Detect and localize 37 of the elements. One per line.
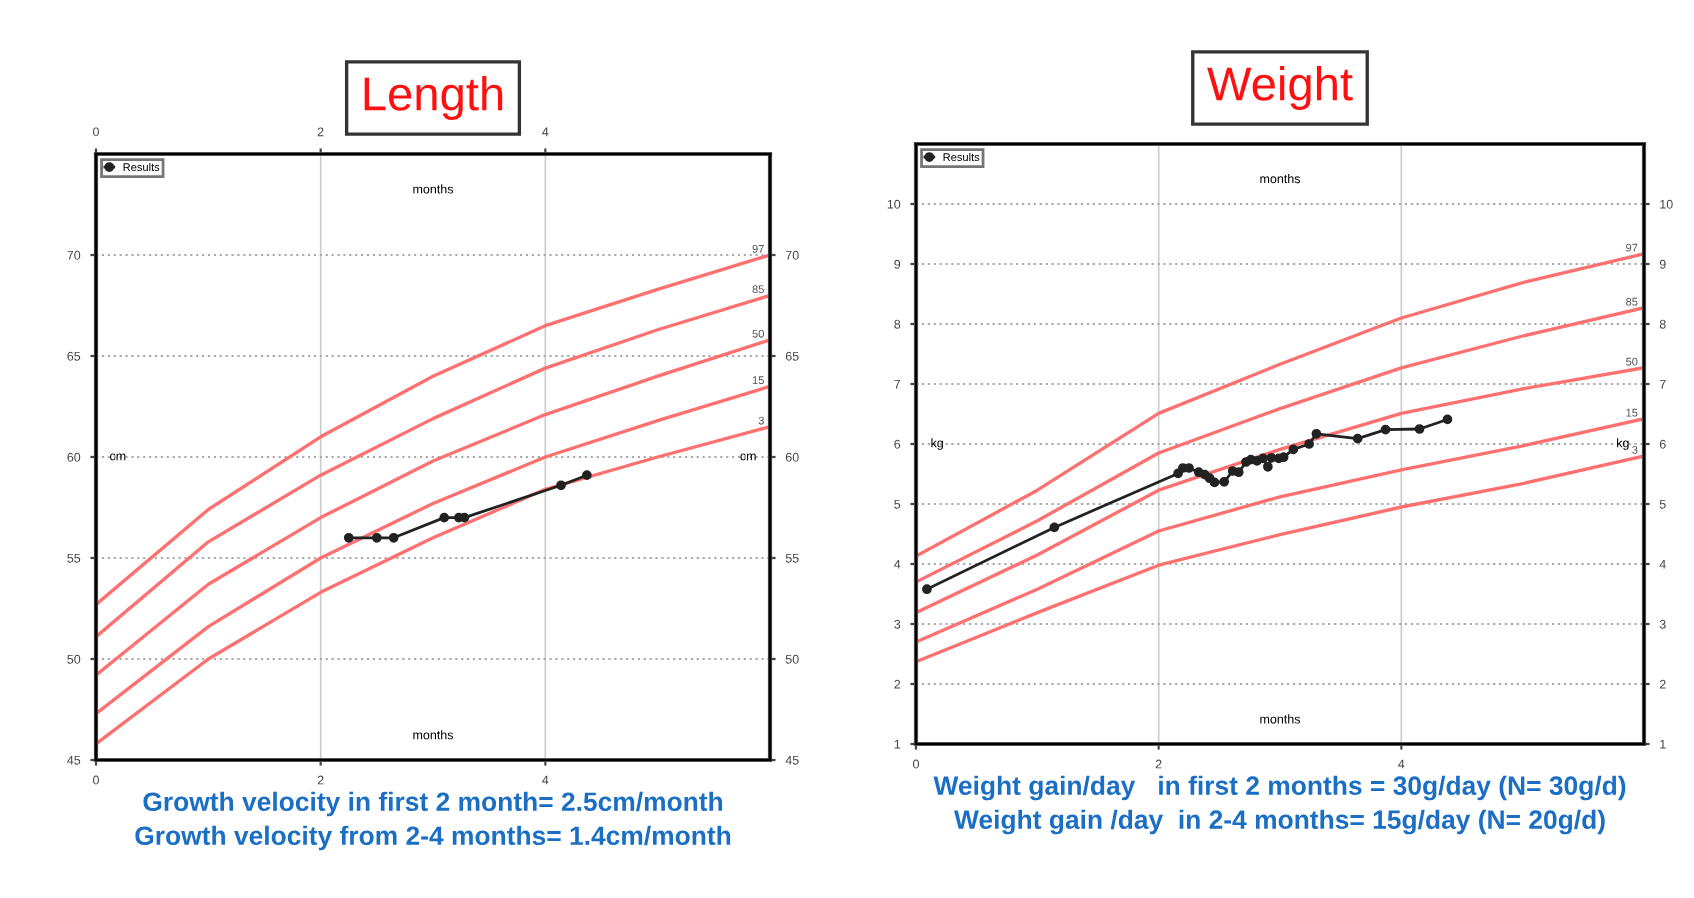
point — [556, 480, 566, 491]
point — [1442, 414, 1453, 425]
point — [1352, 433, 1363, 444]
point — [1219, 476, 1230, 487]
point — [922, 584, 932, 595]
point — [388, 532, 399, 543]
chart-title: Weight — [1207, 65, 1353, 111]
point — [1414, 424, 1425, 434]
line-series — [916, 252, 1644, 558]
line-series — [96, 293, 770, 639]
point — [1304, 439, 1314, 449]
point — [1173, 468, 1183, 479]
point — [1380, 424, 1391, 435]
point — [343, 532, 354, 543]
line-series — [96, 384, 770, 716]
text: Growth velocity in first 2 month= 2.5cm/month — [143, 791, 723, 817]
line-series — [916, 454, 1644, 664]
text: Weight gain /day in 2-4 months= 15g/day (N= 20g/d) — [954, 809, 1605, 835]
point — [439, 512, 450, 523]
line-series — [916, 366, 1644, 615]
text: Growth velocity from 2-4 months= 1.4cm/month — [135, 825, 731, 851]
point — [1266, 452, 1277, 463]
line-series — [96, 253, 770, 607]
point — [582, 470, 592, 481]
point — [1049, 522, 1060, 533]
point — [1209, 477, 1220, 488]
point — [1311, 428, 1322, 439]
point — [1263, 461, 1273, 472]
point — [1258, 453, 1268, 464]
line-series — [916, 306, 1644, 584]
line-series — [96, 425, 770, 746]
line-series — [96, 338, 770, 677]
point — [1288, 444, 1299, 455]
line-series — [916, 417, 1644, 644]
text: Weight gain/day in first 2 months = 30g/day (N= 30g/d) — [933, 775, 1626, 801]
chart-title: Length — [364, 75, 503, 121]
point — [371, 532, 382, 543]
